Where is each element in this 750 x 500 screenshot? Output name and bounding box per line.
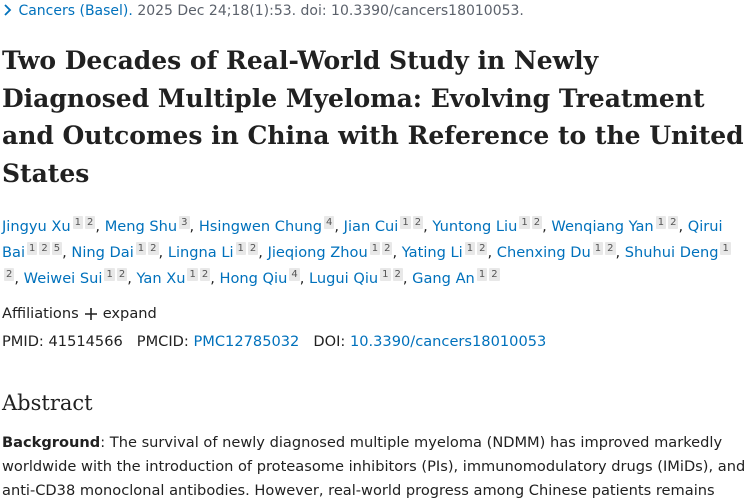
article-title: Two Decades of Real-World Study in Newly…	[2, 46, 744, 188]
affiliation-number[interactable]: 2	[39, 242, 50, 255]
abstract-text: Background: The survival of newly diagno…	[2, 431, 747, 500]
separator: ,	[258, 244, 263, 261]
affiliation-number[interactable]: 1	[27, 242, 38, 255]
affiliation-number[interactable]: 2	[392, 268, 403, 281]
identifier-label: PMCID:	[136, 333, 189, 350]
identifiers: PMID: 41514566 PMCID: PMC12785032 DOI: 10.…	[2, 333, 560, 350]
separator: ,	[127, 270, 132, 287]
separator: ,	[62, 244, 67, 261]
affiliation-number[interactable]: 2	[85, 216, 96, 229]
separator: ,	[189, 218, 195, 235]
affiliations-row: Affiliations expand	[2, 305, 157, 322]
identifier-value[interactable]: PMC12785032	[193, 333, 300, 350]
author-link[interactable]: Lugui Qiu	[309, 270, 379, 287]
separator: ,	[95, 218, 101, 235]
author-link[interactable]: Gang An	[412, 270, 475, 287]
affiliation-number[interactable]: 5	[51, 242, 63, 255]
affiliation-number[interactable]: 2	[412, 216, 424, 229]
affiliation-number[interactable]: 1	[380, 268, 391, 281]
author-link[interactable]: Weiwei Sui	[23, 270, 103, 287]
affiliation-number[interactable]: 1	[476, 268, 488, 281]
affiliation-number[interactable]: 1	[400, 216, 411, 229]
separator: ,	[210, 270, 215, 287]
separator: ,	[615, 244, 621, 261]
separator: ,	[423, 218, 428, 235]
author-link[interactable]: Shuhui Deng	[624, 244, 719, 261]
affiliation-number[interactable]: 1	[592, 242, 604, 255]
section-label: Background	[2, 434, 101, 451]
affiliation-number[interactable]: 4	[323, 216, 335, 229]
affiliation-number[interactable]: 1	[72, 216, 84, 229]
affiliation-number[interactable]: 1	[235, 242, 246, 255]
affiliation-number[interactable]: 1	[187, 268, 198, 281]
separator: ,	[14, 270, 20, 287]
separator: ,	[402, 270, 408, 287]
affiliation-number[interactable]: 1	[104, 268, 115, 281]
affiliation-number[interactable]: 2	[4, 268, 15, 281]
separator: ,	[392, 244, 398, 261]
citation: Cancers (Basel). 2025 Dec 24;18(1):53. d…	[2, 3, 524, 19]
author-list: Jingyu Xu 1 2, Meng Shu 3, Hsingwen Chung 4,…	[2, 214, 737, 292]
author-link[interactable]: Lingna Li	[167, 244, 234, 261]
separator: ,	[158, 244, 164, 261]
affiliation-number[interactable]: 2	[116, 268, 128, 281]
citation-details: 2025 Dec 24;18(1):53. doi: 10.3390/cance…	[137, 3, 524, 19]
author-link[interactable]: Jian Cui	[343, 218, 399, 235]
affiliation-number[interactable]: 2	[247, 242, 259, 255]
affiliation-number[interactable]: 2	[489, 268, 500, 281]
affiliation-number[interactable]: 1	[655, 216, 667, 229]
author-link[interactable]: Yating Li	[401, 244, 463, 261]
author-link[interactable]: Ning Dai	[71, 244, 134, 261]
identifier-value: 41514566	[48, 333, 123, 350]
separator: ,	[678, 218, 684, 235]
identifier: PMID: 41514566	[2, 333, 123, 350]
separator: ,	[487, 244, 493, 261]
author-link[interactable]: Wenqiang Yan	[551, 218, 654, 235]
separator: ,	[299, 270, 305, 287]
identifier-label: DOI:	[313, 333, 346, 350]
identifier: PMCID: PMC12785032	[137, 333, 300, 350]
section-text: : The survival of newly diagnosed multip…	[2, 434, 746, 499]
author-link[interactable]: Yuntong Liu	[432, 218, 518, 235]
chevron-icon	[4, 4, 12, 16]
affiliation-number[interactable]: 1	[720, 242, 731, 255]
author-link[interactable]: Yan Xu	[136, 270, 186, 287]
affiliation-number[interactable]: 4	[289, 268, 300, 281]
abstract-heading: Abstract	[2, 391, 93, 415]
affiliation-number[interactable]: 2	[477, 242, 488, 255]
journal-link[interactable]: Cancers (Basel).	[18, 3, 133, 19]
affiliation-number[interactable]: 1	[464, 242, 476, 255]
author-link[interactable]: Jingyu Xu	[2, 218, 71, 235]
author-link[interactable]: Chenxing Du	[496, 244, 591, 261]
expand-button[interactable]: expand	[102, 305, 157, 322]
affiliation-number[interactable]: 1	[519, 216, 530, 229]
affiliation-number[interactable]: 2	[531, 216, 543, 229]
separator: ,	[334, 218, 339, 235]
author-link[interactable]: Meng Shu	[104, 218, 178, 235]
affiliations-label: Affiliations	[2, 305, 79, 322]
identifier: DOI: 10.3390/cancers18010053	[313, 333, 546, 350]
affiliation-number[interactable]: 1	[135, 242, 147, 255]
affiliation-number[interactable]: 3	[179, 216, 190, 229]
author-link[interactable]: Qirui Bai	[2, 218, 723, 261]
separator: ,	[542, 218, 547, 235]
author-link[interactable]: Jieqiong Zhou	[267, 244, 368, 261]
plus-icon[interactable]	[84, 307, 97, 320]
identifier-value[interactable]: 10.3390/cancers18010053	[349, 333, 547, 350]
affiliation-number[interactable]: 2	[148, 242, 159, 255]
affiliation-number[interactable]: 1	[369, 242, 381, 255]
author-link[interactable]: Hong Qiu	[219, 270, 288, 287]
affiliation-number[interactable]: 2	[668, 216, 679, 229]
affiliation-number[interactable]: 2	[199, 268, 211, 281]
identifier-label: PMID:	[2, 333, 44, 350]
affiliation-number[interactable]: 2	[605, 242, 616, 255]
affiliation-number[interactable]: 2	[382, 242, 393, 255]
author-link[interactable]: Hsingwen Chung	[198, 218, 322, 235]
